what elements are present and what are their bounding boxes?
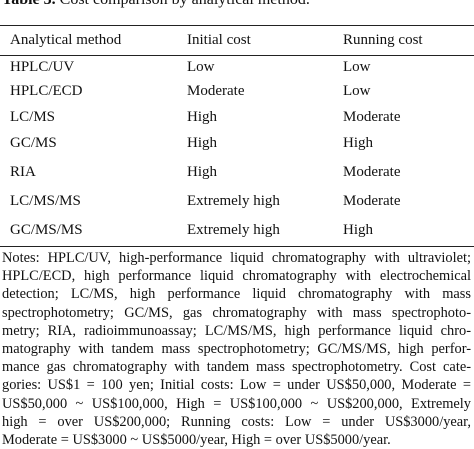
table-cell: High [343, 135, 373, 151]
note-line: spectrophotometry; GC/MS, gas chromatogr… [2, 304, 471, 321]
table-cell: HPLC/ECD [10, 83, 83, 99]
table-cell: Extremely high [187, 222, 280, 238]
table-cell: GC/MS [10, 135, 57, 151]
note-line: US$50,000 ~ US$100,000, High = US$100,00… [2, 395, 471, 412]
bottom-rule [0, 246, 474, 247]
note-line: Notes: HPLC/UV, high-performance liquid … [2, 250, 471, 266]
table-title: Table 3. Cost comparison by analytical m… [2, 0, 310, 9]
table-cell: RIA [10, 164, 36, 180]
note-line: high = over US$200,000; Running costs: L… [2, 413, 471, 430]
table-cell: High [343, 222, 373, 238]
table-cell: Low [187, 59, 215, 75]
table-cell: LC/MS [10, 109, 56, 125]
table-cell: Extremely high [187, 193, 280, 209]
note-line: matography with tandem mass spectrophoto… [2, 341, 471, 358]
table-cell: Moderate [343, 164, 401, 180]
table-cell: Moderate [343, 109, 401, 125]
top-rule [0, 25, 474, 26]
table-cell: Low [343, 59, 371, 75]
table-cell: Moderate [187, 83, 245, 99]
note-line: metry; RIA, radioimmunoassay; LC/MS/MS, … [2, 322, 471, 339]
table-cell: Moderate [343, 193, 401, 209]
table-cell: High [187, 109, 217, 125]
table-caption: Cost comparison by analytical method. [60, 0, 310, 8]
table-label: Table 3. [2, 0, 56, 8]
table-cell: High [187, 135, 217, 151]
note-line: gories: US$1 = 100 yen; Initial costs: L… [2, 377, 471, 394]
notes: Notes: HPLC/UV, high-performance liquid … [2, 249, 471, 449]
note-line: detection; LC/MS, high performance liqui… [2, 286, 471, 303]
header-cell: Running cost [343, 32, 423, 48]
table-cell: LC/MS/MS [10, 193, 81, 209]
note-line: Moderate = US$3000 ~ US$5000/year, High … [2, 432, 391, 449]
table-cell: High [187, 164, 217, 180]
note-line: mance gas chromatography with tandem mas… [2, 359, 471, 376]
table-cell: GC/MS/MS [10, 222, 83, 238]
header-cell: Analytical method [10, 32, 122, 48]
header-rule [0, 55, 474, 56]
table-cell: Low [343, 83, 371, 99]
header-cell: Initial cost [187, 32, 251, 48]
note-line: HPLC/ECD, high performance liquid chroma… [2, 268, 471, 285]
table-cell: HPLC/UV [10, 59, 75, 75]
